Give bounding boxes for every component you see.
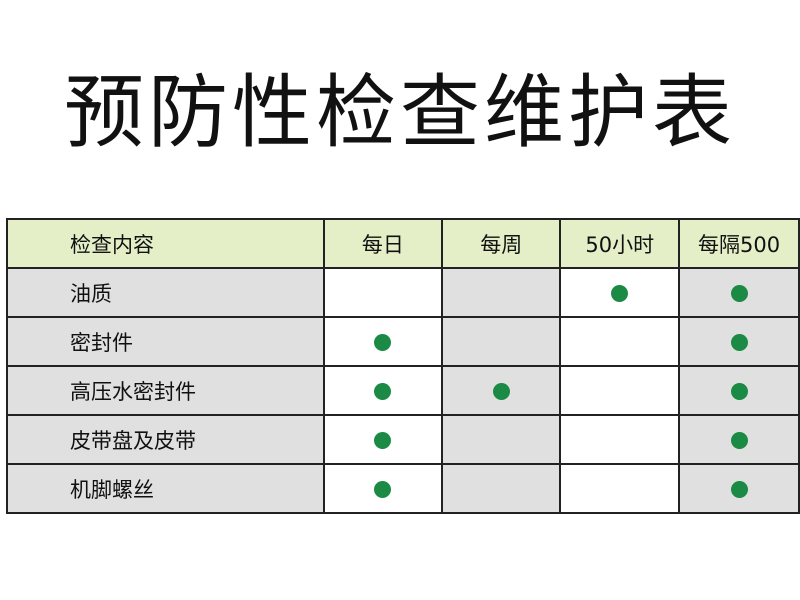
schedule-cell xyxy=(441,316,562,367)
filled-circle-icon xyxy=(730,481,748,498)
schedule-cell xyxy=(441,365,562,416)
filled-circle-icon xyxy=(730,334,748,351)
schedule-cell xyxy=(678,267,800,318)
filled-circle-icon xyxy=(730,432,748,449)
row-label: 油质 xyxy=(6,267,325,318)
table-row: 机脚螺丝 xyxy=(6,463,800,514)
filled-circle-icon xyxy=(492,383,510,400)
table-row: 皮带盘及皮带 xyxy=(6,414,800,465)
table-row: 高压水密封件 xyxy=(6,365,800,416)
header-50h: 50小时 xyxy=(559,218,681,269)
header-daily: 每日 xyxy=(322,218,444,269)
filled-circle-icon xyxy=(730,285,748,302)
header-row: 检查内容 每日 每周 50小时 每隔500 xyxy=(6,218,800,269)
row-label: 高压水密封件 xyxy=(6,365,325,416)
schedule-cell xyxy=(441,414,562,465)
schedule-cell xyxy=(559,316,681,367)
filled-circle-icon xyxy=(374,383,392,400)
schedule-cell xyxy=(678,365,800,416)
schedule-cell xyxy=(322,365,444,416)
schedule-cell xyxy=(322,414,444,465)
schedule-cell xyxy=(322,463,444,514)
maintenance-table: 检查内容 每日 每周 50小时 每隔500 油质 密封件 高压水密封件 皮带盘及皮带机… xyxy=(6,218,800,514)
page-title: 预防性检查维护表 xyxy=(64,66,736,159)
schedule-cell xyxy=(559,414,681,465)
header-500h: 每隔500 xyxy=(678,218,800,269)
schedule-cell xyxy=(441,463,562,514)
schedule-cell xyxy=(559,267,681,318)
row-label: 皮带盘及皮带 xyxy=(6,414,325,465)
row-label: 机脚螺丝 xyxy=(6,463,325,514)
filled-circle-icon xyxy=(730,383,748,400)
table-row: 密封件 xyxy=(6,316,800,367)
schedule-cell xyxy=(322,316,444,367)
header-weekly: 每周 xyxy=(441,218,562,269)
header-item: 检查内容 xyxy=(6,218,325,269)
schedule-cell xyxy=(678,414,800,465)
filled-circle-icon xyxy=(374,481,392,498)
schedule-cell xyxy=(678,316,800,367)
filled-circle-icon xyxy=(374,334,392,351)
row-label: 密封件 xyxy=(6,316,325,367)
schedule-cell xyxy=(559,463,681,514)
table-row: 油质 xyxy=(6,267,800,318)
schedule-cell xyxy=(441,267,562,318)
filled-circle-icon xyxy=(611,285,629,302)
schedule-cell xyxy=(322,267,444,318)
schedule-cell xyxy=(559,365,681,416)
filled-circle-icon xyxy=(374,432,392,449)
schedule-cell xyxy=(678,463,800,514)
